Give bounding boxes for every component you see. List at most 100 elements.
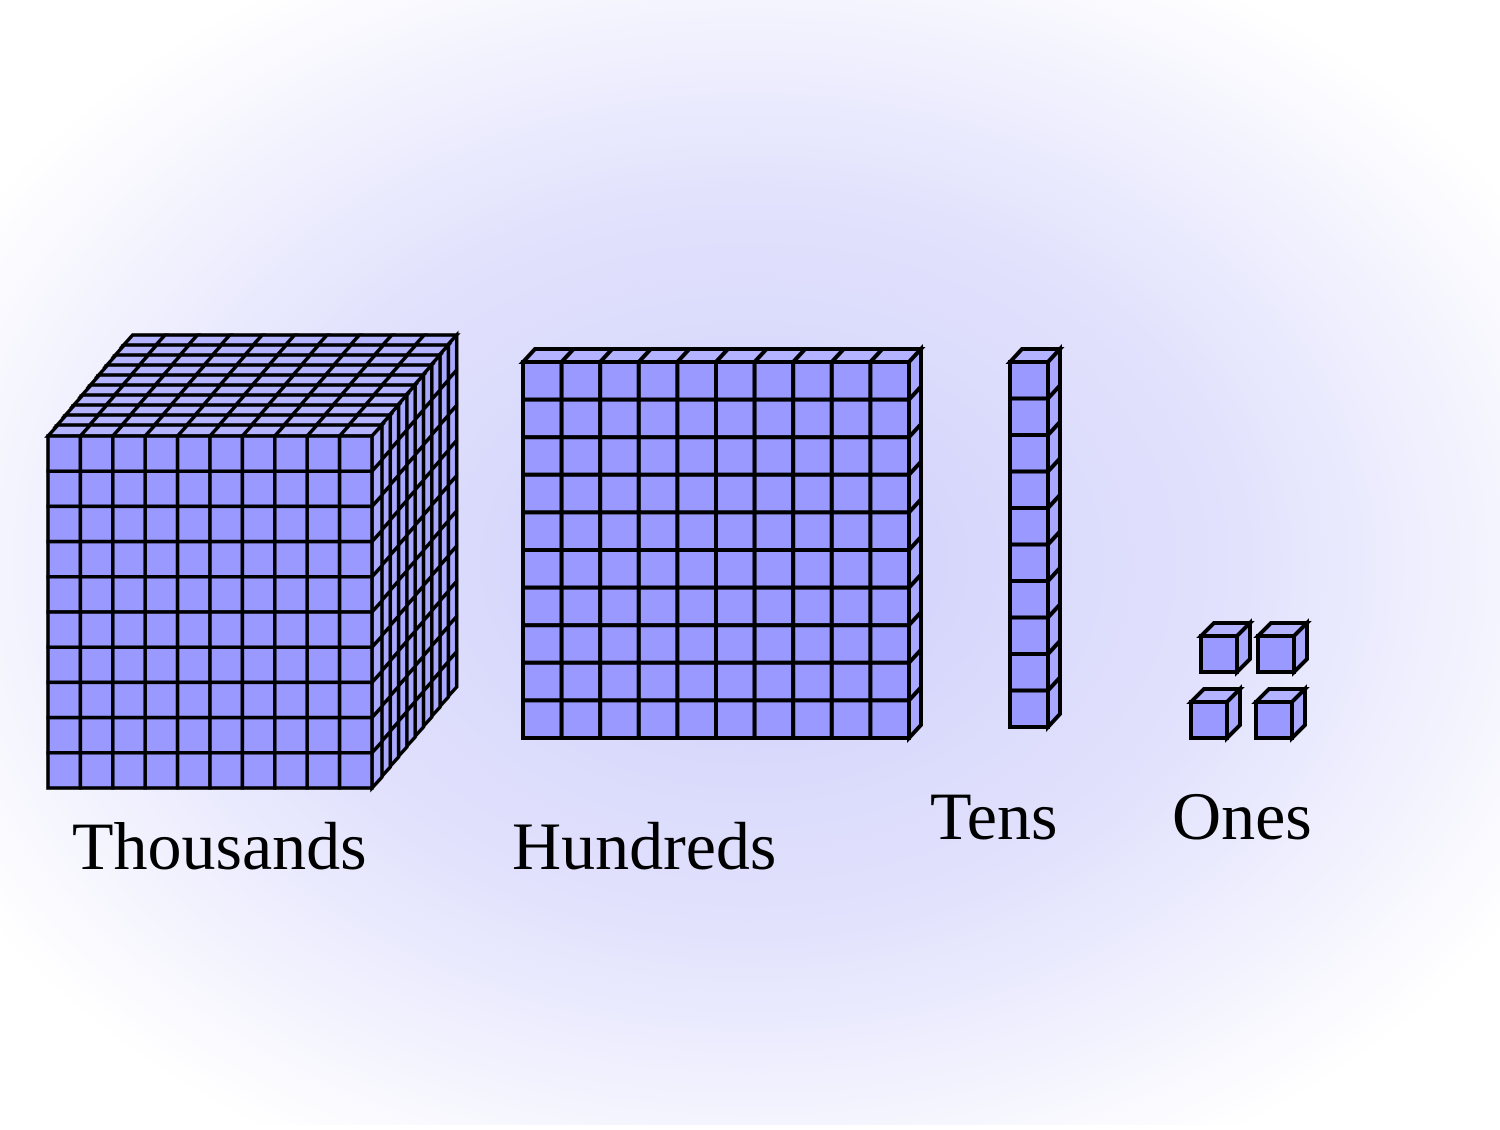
thousands-layer0-unit-cell bbox=[240, 610, 277, 649]
hundreds-unit-cell bbox=[791, 698, 834, 740]
hundreds-unit-cell bbox=[675, 360, 718, 402]
thousands-layer0-unit-cell bbox=[273, 575, 309, 614]
hundreds-unit-cell bbox=[559, 472, 603, 515]
hundreds-flat bbox=[518, 343, 926, 744]
hundreds-unit-cell bbox=[636, 585, 680, 628]
ones-3-unit-cell bbox=[1254, 700, 1294, 740]
thousands-layer0-unit-cell bbox=[78, 504, 115, 544]
thousands-layer0-unit-cell bbox=[273, 610, 309, 649]
thousands-layer0-unit-cell bbox=[46, 645, 83, 685]
hundreds-unit-cell bbox=[791, 585, 834, 628]
hundreds-unit-cell bbox=[752, 548, 796, 590]
hundreds-unit-cell bbox=[714, 623, 757, 665]
hundreds-unit-cell bbox=[559, 698, 603, 740]
hundreds-unit-cell bbox=[598, 397, 641, 440]
hundreds-unit-cell bbox=[791, 435, 834, 477]
hundreds-unit-cell bbox=[559, 623, 603, 665]
thousands-layer0-unit-cell bbox=[143, 715, 180, 755]
hundreds-unit-cell bbox=[675, 585, 718, 628]
thousands-layer0-unit-cell bbox=[240, 645, 277, 685]
thousands-layer0-unit-cell bbox=[46, 680, 83, 720]
hundreds-unit-cell bbox=[752, 397, 796, 440]
hundreds-unit-cell bbox=[521, 698, 564, 740]
tens-rod bbox=[1005, 343, 1065, 733]
thousands-layer0-unit-cell bbox=[208, 504, 245, 544]
thousands-layer0-unit-cell bbox=[175, 504, 212, 544]
thousands-layer0-unit-cell bbox=[273, 751, 309, 790]
hundreds-unit-cell bbox=[829, 397, 873, 440]
hundreds-unit-cell bbox=[829, 660, 873, 703]
thousands-layer0-unit-cell bbox=[175, 751, 212, 790]
thousands-layer0-unit-cell bbox=[305, 715, 342, 755]
hundreds-unit-cell bbox=[868, 510, 911, 552]
thousands-layer0-unit-cell bbox=[208, 680, 245, 720]
tens-unit-cell bbox=[1008, 688, 1050, 729]
ones-label: Ones bbox=[1172, 778, 1312, 854]
thousands-layer0-unit-cell bbox=[111, 715, 147, 755]
thousands-layer0-unit-cell bbox=[305, 504, 342, 544]
thousands-layer0-unit-cell bbox=[78, 575, 115, 614]
thousands-layer0-unit-cell bbox=[175, 715, 212, 755]
hundreds-unit-cell bbox=[636, 623, 680, 665]
hundreds-unit-cell bbox=[868, 698, 911, 740]
hundreds-unit-cell bbox=[868, 585, 911, 628]
tens-unit-cell bbox=[1008, 542, 1050, 583]
tens-unit-cell bbox=[1008, 506, 1050, 547]
thousands-layer0-unit-cell bbox=[208, 610, 245, 649]
hundreds-unit-cell bbox=[521, 510, 564, 552]
hundreds-unit-cell bbox=[636, 397, 680, 440]
thousands-layer0-unit-cell bbox=[273, 539, 309, 579]
hundreds-unit-cell bbox=[714, 548, 757, 590]
thousands-layer0-unit-cell bbox=[143, 575, 180, 614]
hundreds-unit-cell bbox=[521, 360, 564, 402]
hundreds-unit-cell bbox=[791, 548, 834, 590]
thousands-layer0-unit-cell bbox=[337, 715, 374, 755]
thousands-layer0-unit-cell bbox=[337, 751, 374, 790]
thousands-layer0-unit-cell bbox=[46, 610, 83, 649]
thousands-cube bbox=[44, 330, 461, 793]
hundreds-unit-cell bbox=[791, 397, 834, 440]
thousands-layer0-unit-cell bbox=[240, 539, 277, 579]
thousands-layer0-unit-cell bbox=[337, 575, 374, 614]
thousands-layer0-unit-cell bbox=[111, 434, 147, 473]
thousands-layer0-unit-cell bbox=[78, 645, 115, 685]
thousands-layer0-unit-cell bbox=[46, 575, 83, 614]
hundreds-unit-cell bbox=[714, 698, 757, 740]
thousands-layer0-unit-cell bbox=[208, 434, 245, 473]
hundreds-unit-cell bbox=[675, 510, 718, 552]
thousands-layer0-unit-cell bbox=[337, 469, 374, 509]
hundreds-unit-cell bbox=[675, 548, 718, 590]
ones-1-unit-cell bbox=[1256, 634, 1296, 674]
thousands-layer0-unit-cell bbox=[143, 504, 180, 544]
hundreds-unit-cell bbox=[636, 435, 680, 477]
thousands-layer0-unit-cell bbox=[337, 645, 374, 685]
thousands-layer0-unit-cell bbox=[46, 469, 83, 509]
hundreds-unit-cell bbox=[521, 397, 564, 440]
hundreds-unit-cell bbox=[598, 435, 641, 477]
thousands-layer0-unit-cell bbox=[78, 469, 115, 509]
thousands-layer0-unit-cell bbox=[337, 539, 374, 579]
hundreds-unit-cell bbox=[829, 510, 873, 552]
hundreds-unit-cell bbox=[752, 585, 796, 628]
thousands-layer0-unit-cell bbox=[305, 610, 342, 649]
hundreds-unit-cell bbox=[714, 360, 757, 402]
hundreds-unit-cell bbox=[714, 472, 757, 515]
hundreds-unit-cell bbox=[714, 660, 757, 703]
thousands-layer0-unit-cell bbox=[78, 715, 115, 755]
hundreds-unit-cell bbox=[829, 585, 873, 628]
hundreds-unit-cell bbox=[829, 623, 873, 665]
thousands-layer0-unit-cell bbox=[175, 645, 212, 685]
thousands-layer0-unit-cell bbox=[305, 575, 342, 614]
thousands-layer0-unit-cell bbox=[175, 575, 212, 614]
tens-unit-cell bbox=[1008, 579, 1050, 620]
thousands-layer0-unit-cell bbox=[305, 434, 342, 473]
thousands-layer0-unit-cell bbox=[143, 539, 180, 579]
hundreds-unit-cell bbox=[752, 510, 796, 552]
thousands-layer0-unit-cell bbox=[208, 469, 245, 509]
thousands-layer0-unit-cell bbox=[175, 469, 212, 509]
thousands-layer0-unit-cell bbox=[208, 751, 245, 790]
hundreds-unit-cell bbox=[598, 623, 641, 665]
hundreds-unit-cell bbox=[714, 585, 757, 628]
